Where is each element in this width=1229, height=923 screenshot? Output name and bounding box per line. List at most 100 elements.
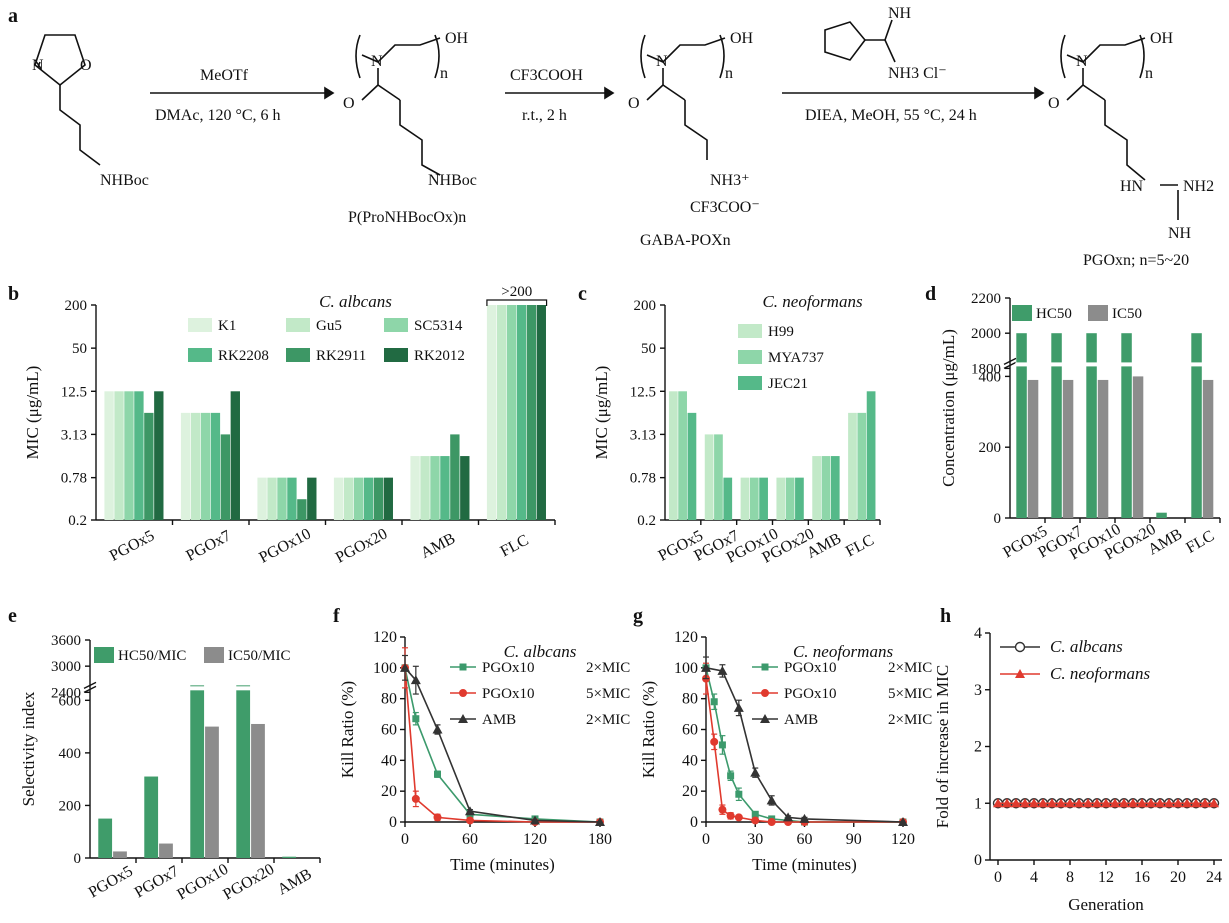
bar-PGOx7-HC50 bbox=[1051, 333, 1062, 518]
y-tick-label: 4 bbox=[974, 625, 982, 642]
bar-PGOx10-H99 bbox=[740, 477, 750, 520]
y-tick-label: 2000 bbox=[971, 326, 1001, 342]
y-tick-label: 3.13 bbox=[630, 427, 656, 443]
data-point bbox=[718, 741, 726, 749]
bar-PGOx7-IC50 bbox=[1062, 379, 1074, 518]
y-tick-label: 2200 bbox=[971, 291, 1001, 307]
legend-label-IC50/MIC: IC50/MIC bbox=[228, 648, 291, 664]
bracket-left-1 bbox=[355, 34, 361, 79]
bar-PGOx10-IC50/MIC bbox=[205, 726, 219, 858]
x-tick-label: 0 bbox=[401, 831, 409, 848]
bar-PGOx20-IC50 bbox=[1132, 376, 1144, 518]
monomer-o: O bbox=[80, 57, 92, 74]
y-tick-label: 100 bbox=[373, 660, 397, 677]
y-axis-label: Fold of increase in MIC bbox=[933, 665, 952, 828]
bar-PGOx20-RK2012 bbox=[383, 477, 393, 520]
bracket-right-1 bbox=[434, 34, 440, 79]
legend-marker bbox=[1014, 641, 1026, 653]
bracket-left-2 bbox=[640, 34, 646, 79]
legend-label: C. albcans bbox=[1050, 637, 1123, 656]
legend-label-HC50: HC50 bbox=[1036, 306, 1072, 322]
y-tick-label: 200 bbox=[979, 440, 1002, 456]
bar-PGOx7-RK2911 bbox=[220, 434, 231, 520]
bar-FLC-RK2208 bbox=[516, 305, 527, 520]
reagent3-bottom: DIEA, MeOH, 55 °C, 24 h bbox=[805, 107, 977, 124]
data-point bbox=[1002, 798, 1012, 808]
panel-a-scheme bbox=[34, 19, 1179, 220]
polymer2-name: GABA-POXn bbox=[640, 232, 731, 249]
x-tick-label: 8 bbox=[1066, 869, 1074, 886]
bar-break-gap bbox=[235, 686, 252, 691]
legend-swatch-HC50/MIC bbox=[94, 647, 114, 663]
panel-a-text: a N O NHBoc MeOTf DMAc, 120 °C, 6 h N OH… bbox=[8, 5, 1214, 269]
polymer1-name: P(ProNHBocOx)n bbox=[348, 209, 466, 226]
bracket-left-3 bbox=[1060, 34, 1066, 79]
reagent2-bottom: r.t., 2 h bbox=[522, 107, 567, 124]
y-tick-label: 80 bbox=[381, 691, 397, 708]
y-tick-label: 3 bbox=[974, 682, 982, 699]
y-tick-label: 0.2 bbox=[68, 513, 87, 529]
panel-label-h: h bbox=[940, 605, 951, 627]
data-point bbox=[710, 737, 719, 746]
bar-PGOx7-RK2012 bbox=[230, 391, 240, 520]
x-tick-label: 0 bbox=[994, 869, 1002, 886]
bar-break-gap bbox=[1190, 362, 1203, 367]
y-axis-label: Concentration (μg/mL) bbox=[939, 329, 958, 487]
bar-PGOx7-MYA737 bbox=[714, 434, 723, 520]
data-point bbox=[1182, 798, 1192, 808]
bar-PGOx20-RK2911 bbox=[373, 477, 384, 520]
bar-AMB-RK2012 bbox=[460, 456, 470, 520]
data-point bbox=[799, 813, 810, 823]
bar-PGOx5-K1 bbox=[104, 391, 114, 520]
bar-PGOx5-MYA737 bbox=[678, 391, 687, 520]
y-tick-label: 0 bbox=[974, 852, 982, 869]
y-tick-label: 50 bbox=[641, 341, 656, 357]
legend-label: PGOx10 bbox=[784, 686, 837, 702]
x-tick-label: 120 bbox=[523, 831, 547, 848]
legend-label-MYA737: MYA737 bbox=[768, 350, 824, 366]
x-tick-label: FLC bbox=[498, 532, 532, 561]
y-tick-label: 0 bbox=[389, 814, 397, 831]
legend-label-H99: H99 bbox=[768, 324, 794, 340]
data-point bbox=[1029, 798, 1039, 808]
bar-break-gap bbox=[189, 686, 206, 691]
bar-FLC-RK2911 bbox=[526, 305, 537, 520]
x-tick-label: PGOx20 bbox=[220, 861, 277, 904]
panel-label-f: f bbox=[333, 605, 340, 627]
bar-PGOx10-JEC21 bbox=[759, 477, 768, 520]
y-tick-label: 120 bbox=[674, 629, 698, 646]
bar-PGOx20-JEC21 bbox=[795, 477, 804, 520]
legend-swatch-K1 bbox=[188, 318, 212, 332]
data-point bbox=[530, 815, 540, 825]
data-point bbox=[1146, 798, 1156, 808]
series-line-0 bbox=[404, 667, 601, 823]
polymer2-sub1: NH3⁺ bbox=[710, 172, 750, 189]
x-tick-label: PGOx10 bbox=[174, 861, 231, 904]
polymer2-sub2: CF3COO⁻ bbox=[690, 199, 760, 216]
data-point bbox=[466, 816, 474, 825]
polymer2-n: n bbox=[725, 65, 733, 82]
bar-AMB-MYA737 bbox=[821, 456, 831, 520]
x-tick-label: AMB bbox=[418, 530, 458, 562]
bar-FLC-MYA737 bbox=[857, 412, 867, 520]
bar-FLC-JEC21 bbox=[866, 391, 876, 520]
data-point bbox=[434, 770, 441, 778]
data-point bbox=[750, 767, 761, 777]
y-tick-label: 0 bbox=[74, 851, 82, 867]
polymer2-oh: OH bbox=[730, 30, 754, 47]
legend-label-HC50/MIC: HC50/MIC bbox=[118, 648, 186, 664]
bar-PGOx5-RK2012 bbox=[154, 391, 164, 520]
x-tick-label: PGOx7 bbox=[183, 527, 233, 565]
chart-title: C. albcans bbox=[504, 642, 577, 661]
data-point bbox=[710, 698, 718, 706]
x-tick-label: 60 bbox=[797, 831, 813, 848]
monomer-sub: NHBoc bbox=[100, 172, 149, 189]
axis-break-mark bbox=[83, 685, 97, 693]
data-point bbox=[1056, 798, 1066, 808]
y-tick-label: 80 bbox=[682, 691, 698, 708]
monomer-chain bbox=[59, 85, 101, 166]
bar-break-gap bbox=[1085, 362, 1098, 367]
data-point bbox=[1173, 798, 1183, 808]
legend-label-SC5314: SC5314 bbox=[414, 318, 463, 334]
